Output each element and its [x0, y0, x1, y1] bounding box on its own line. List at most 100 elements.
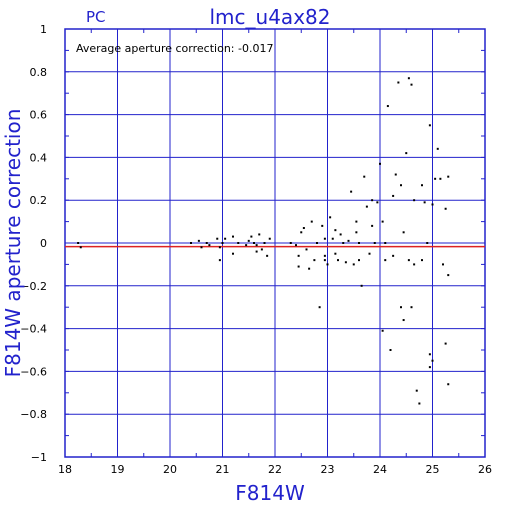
data-point — [224, 237, 227, 240]
data-point — [436, 147, 439, 150]
data-point — [428, 366, 431, 369]
data-point — [410, 83, 413, 86]
data-point — [428, 353, 431, 356]
data-point — [447, 175, 450, 178]
data-point — [302, 227, 305, 230]
data-point — [394, 173, 397, 176]
data-point — [423, 201, 426, 204]
data-point — [253, 242, 255, 244]
data-point — [245, 244, 248, 247]
data-point — [308, 267, 311, 270]
data-point — [431, 359, 434, 362]
data-point — [400, 306, 402, 309]
data-point — [444, 342, 447, 345]
data-point — [316, 242, 318, 244]
data-point — [392, 194, 395, 197]
data-point — [363, 175, 366, 178]
data-point — [405, 152, 408, 155]
data-point — [218, 246, 221, 249]
x-tick-label: 18 — [58, 463, 72, 476]
data-point — [379, 162, 381, 165]
data-point — [221, 242, 224, 244]
data-point — [237, 242, 240, 244]
y-tick-label: 0.4 — [30, 151, 48, 164]
data-point — [407, 259, 410, 262]
data-point — [397, 81, 400, 84]
data-point — [415, 389, 418, 392]
y-tick-label: 0.6 — [30, 109, 48, 122]
data-point — [360, 284, 363, 287]
data-point — [402, 319, 405, 322]
data-point — [442, 263, 444, 266]
data-point — [218, 259, 221, 262]
data-point — [447, 383, 450, 386]
y-tick-label: −0.8 — [20, 408, 47, 421]
data-point — [392, 254, 395, 257]
data-point — [250, 235, 253, 238]
data-point — [326, 263, 329, 266]
data-point — [421, 184, 423, 187]
y-tick-label: 0.2 — [30, 194, 48, 207]
data-point — [232, 252, 234, 255]
x-tick-label: 26 — [478, 463, 492, 476]
data-point — [339, 233, 342, 236]
data-point — [381, 220, 384, 223]
data-point — [344, 261, 347, 264]
data-point — [255, 250, 258, 253]
y-tick-label: −0.2 — [20, 280, 47, 293]
x-tick-label: 25 — [426, 463, 440, 476]
data-point — [389, 349, 392, 351]
data-point — [208, 244, 211, 247]
data-points — [77, 77, 450, 405]
data-point — [323, 254, 326, 257]
data-point — [300, 231, 303, 234]
data-point — [410, 306, 413, 309]
data-point — [329, 216, 332, 219]
data-point — [323, 237, 326, 240]
data-point — [318, 306, 321, 309]
data-point — [413, 199, 416, 202]
data-point — [381, 329, 384, 332]
data-point — [358, 242, 360, 244]
x-tick-label: 19 — [111, 463, 125, 476]
grid-lines — [64, 28, 486, 458]
x-axis-label: F814W — [235, 481, 305, 505]
data-point — [428, 124, 431, 127]
data-point — [260, 248, 263, 251]
data-point — [79, 246, 82, 249]
data-point — [321, 224, 324, 227]
data-point — [444, 207, 447, 210]
data-point — [331, 237, 334, 240]
x-tick-label: 23 — [321, 463, 335, 476]
data-point — [255, 244, 258, 247]
data-point — [258, 233, 261, 236]
data-point — [297, 265, 300, 268]
data-point — [334, 252, 337, 255]
chart-title: lmc_u4ax82 — [210, 5, 331, 29]
data-point — [342, 242, 345, 244]
y-tick-label: 1 — [40, 23, 47, 36]
y-tick-label: −0.4 — [20, 323, 47, 336]
y-axis-label: F814W aperture correction — [1, 109, 25, 378]
data-point — [358, 259, 360, 262]
data-point — [77, 242, 80, 244]
data-point — [447, 274, 450, 277]
data-point — [439, 177, 442, 180]
data-point — [384, 259, 387, 262]
data-point — [334, 229, 337, 232]
data-point — [247, 239, 250, 242]
data-point — [263, 242, 266, 244]
data-point — [371, 199, 374, 202]
x-tick-label: 21 — [216, 463, 230, 476]
data-point — [400, 184, 402, 187]
data-point — [426, 242, 429, 244]
y-tick-label: 0 — [40, 237, 47, 250]
x-tick-label: 22 — [268, 463, 282, 476]
data-point — [190, 242, 192, 244]
data-point — [431, 203, 434, 206]
data-point — [232, 235, 234, 238]
y-tick-label: −0.6 — [20, 365, 47, 378]
y-tick-label: −1 — [31, 451, 47, 464]
